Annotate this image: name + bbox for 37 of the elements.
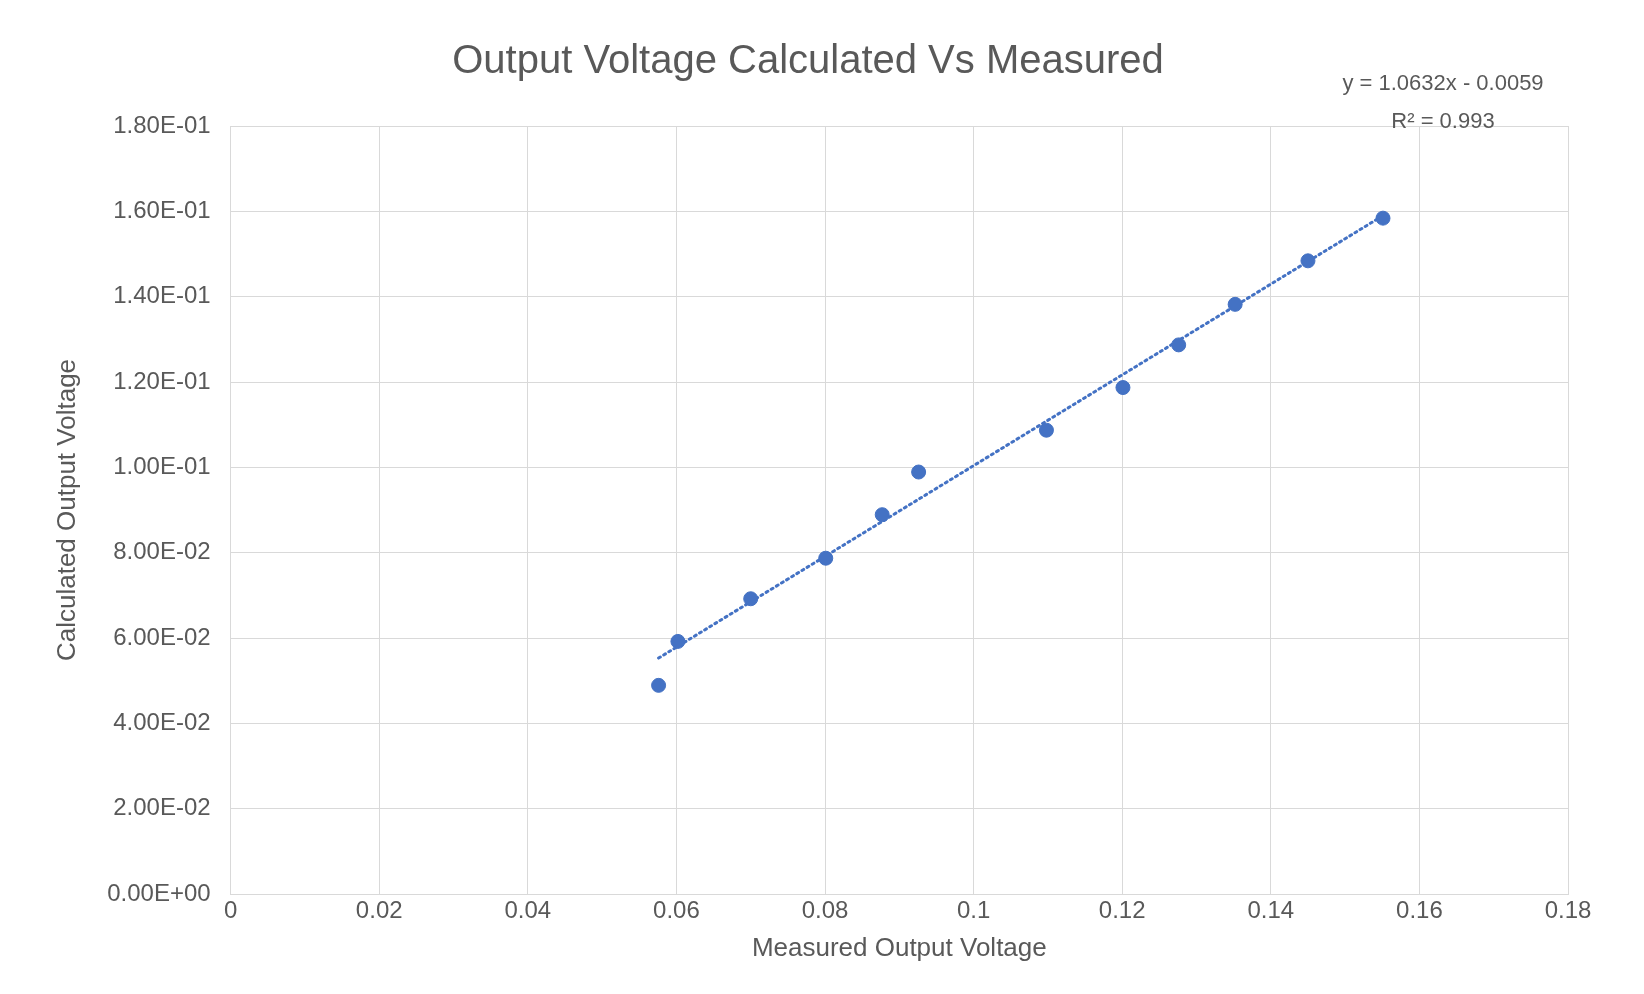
x-tick-label: 0.04: [504, 896, 552, 924]
x-tick-label: 0.1: [956, 896, 991, 924]
x-tick-label: 0.02: [355, 896, 403, 924]
x-tick-label: 0.06: [653, 896, 700, 924]
chart-title: Output Voltage Calculated Vs Measured: [452, 37, 1164, 82]
y-tick-label: 8.00E-02: [113, 537, 211, 565]
point: [1227, 296, 1243, 312]
x-tick-label: 0.18: [1544, 896, 1592, 924]
y-tick-label: 1.40E-01: [113, 281, 211, 309]
point: [911, 464, 927, 480]
x-tick-label: 0.14: [1247, 896, 1295, 924]
point: [743, 591, 759, 607]
annotation: R² = 0.993: [1391, 108, 1495, 133]
point: [651, 677, 667, 693]
text: y = 1.0632x - 0.0059: [1342, 70, 1544, 95]
x-tick-label: 0.12: [1098, 896, 1146, 924]
point: [1171, 337, 1187, 353]
y-tick-label: 1.20E-01: [113, 366, 211, 394]
y-tick-label: 1.60E-01: [113, 195, 211, 223]
point: [670, 633, 686, 649]
y-axis-title: Calculated Output Voltage: [50, 358, 81, 662]
y-tick-label: 0.00E+00: [107, 878, 211, 906]
y-tick-label: 2.00E-02: [113, 793, 211, 821]
y-tick-label: 4.00E-02: [113, 707, 211, 735]
x-tick-label: 0.08: [801, 896, 849, 924]
point: [874, 507, 890, 523]
x-tick-label: 0.16: [1396, 896, 1443, 924]
point: [1375, 210, 1391, 226]
point: [1115, 380, 1131, 396]
point: [1300, 253, 1316, 269]
x-axis-title: Measured Output Voltage: [751, 931, 1047, 962]
y-tick-label: 1.80E-01: [113, 110, 211, 138]
y-tick-label: 6.00E-02: [113, 622, 211, 650]
point: [1038, 422, 1054, 438]
y-tick-label: 1.00E-01: [113, 451, 211, 479]
x-tick-label: 0: [223, 896, 238, 924]
point: [818, 550, 834, 566]
